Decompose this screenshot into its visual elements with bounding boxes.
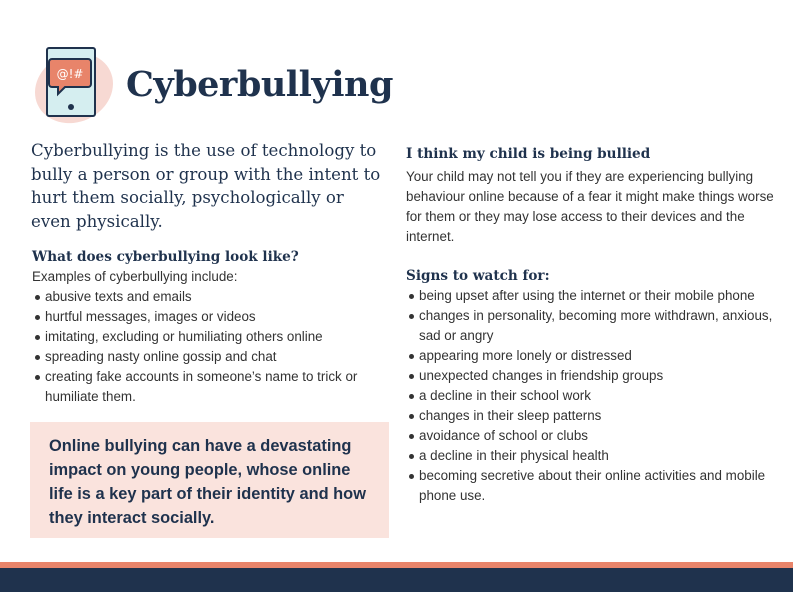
footer-bar	[0, 568, 793, 592]
list-item: abusive texts and emails	[32, 287, 372, 307]
list-item: hurtful messages, images or videos	[32, 307, 372, 327]
list-item: changes in their sleep patterns	[406, 406, 776, 426]
left-heading: What does cyberbullying look like?	[32, 249, 299, 265]
list-item: a decline in their school work	[406, 386, 776, 406]
examples-list: abusive texts and emails hurtful message…	[32, 287, 372, 407]
footer-stripe	[0, 562, 793, 568]
list-item: appearing more lonely or distressed	[406, 346, 776, 366]
list-item: changes in personality, becoming more wi…	[406, 306, 776, 346]
list-item: a decline in their physical health	[406, 446, 776, 466]
page-title: Cyberbullying	[126, 64, 393, 105]
signs-list: being upset after using the internet or …	[406, 286, 776, 506]
list-item: avoidance of school or clubs	[406, 426, 776, 446]
callout-box: Online bullying can have a devastating i…	[30, 422, 389, 538]
left-subheading: Examples of cyberbullying include:	[32, 269, 238, 284]
list-item: unexpected changes in friendship groups	[406, 366, 776, 386]
list-item: being upset after using the internet or …	[406, 286, 776, 306]
right-heading: I think my child is being bullied	[406, 146, 651, 162]
intro-text: Cyberbullying is the use of technology t…	[31, 141, 381, 231]
signs-heading: Signs to watch for:	[406, 268, 550, 284]
list-item: becoming secretive about their online ac…	[406, 466, 776, 506]
right-paragraph: Your child may not tell you if they are …	[406, 169, 774, 244]
list-item: spreading nasty online gossip and chat	[32, 347, 372, 367]
tablet-speech-bubble-icon: @!#	[35, 47, 113, 124]
list-item: creating fake accounts in someone’s name…	[32, 367, 372, 407]
list-item: imitating, excluding or humiliating othe…	[32, 327, 372, 347]
logo-text: @!#	[57, 67, 84, 81]
